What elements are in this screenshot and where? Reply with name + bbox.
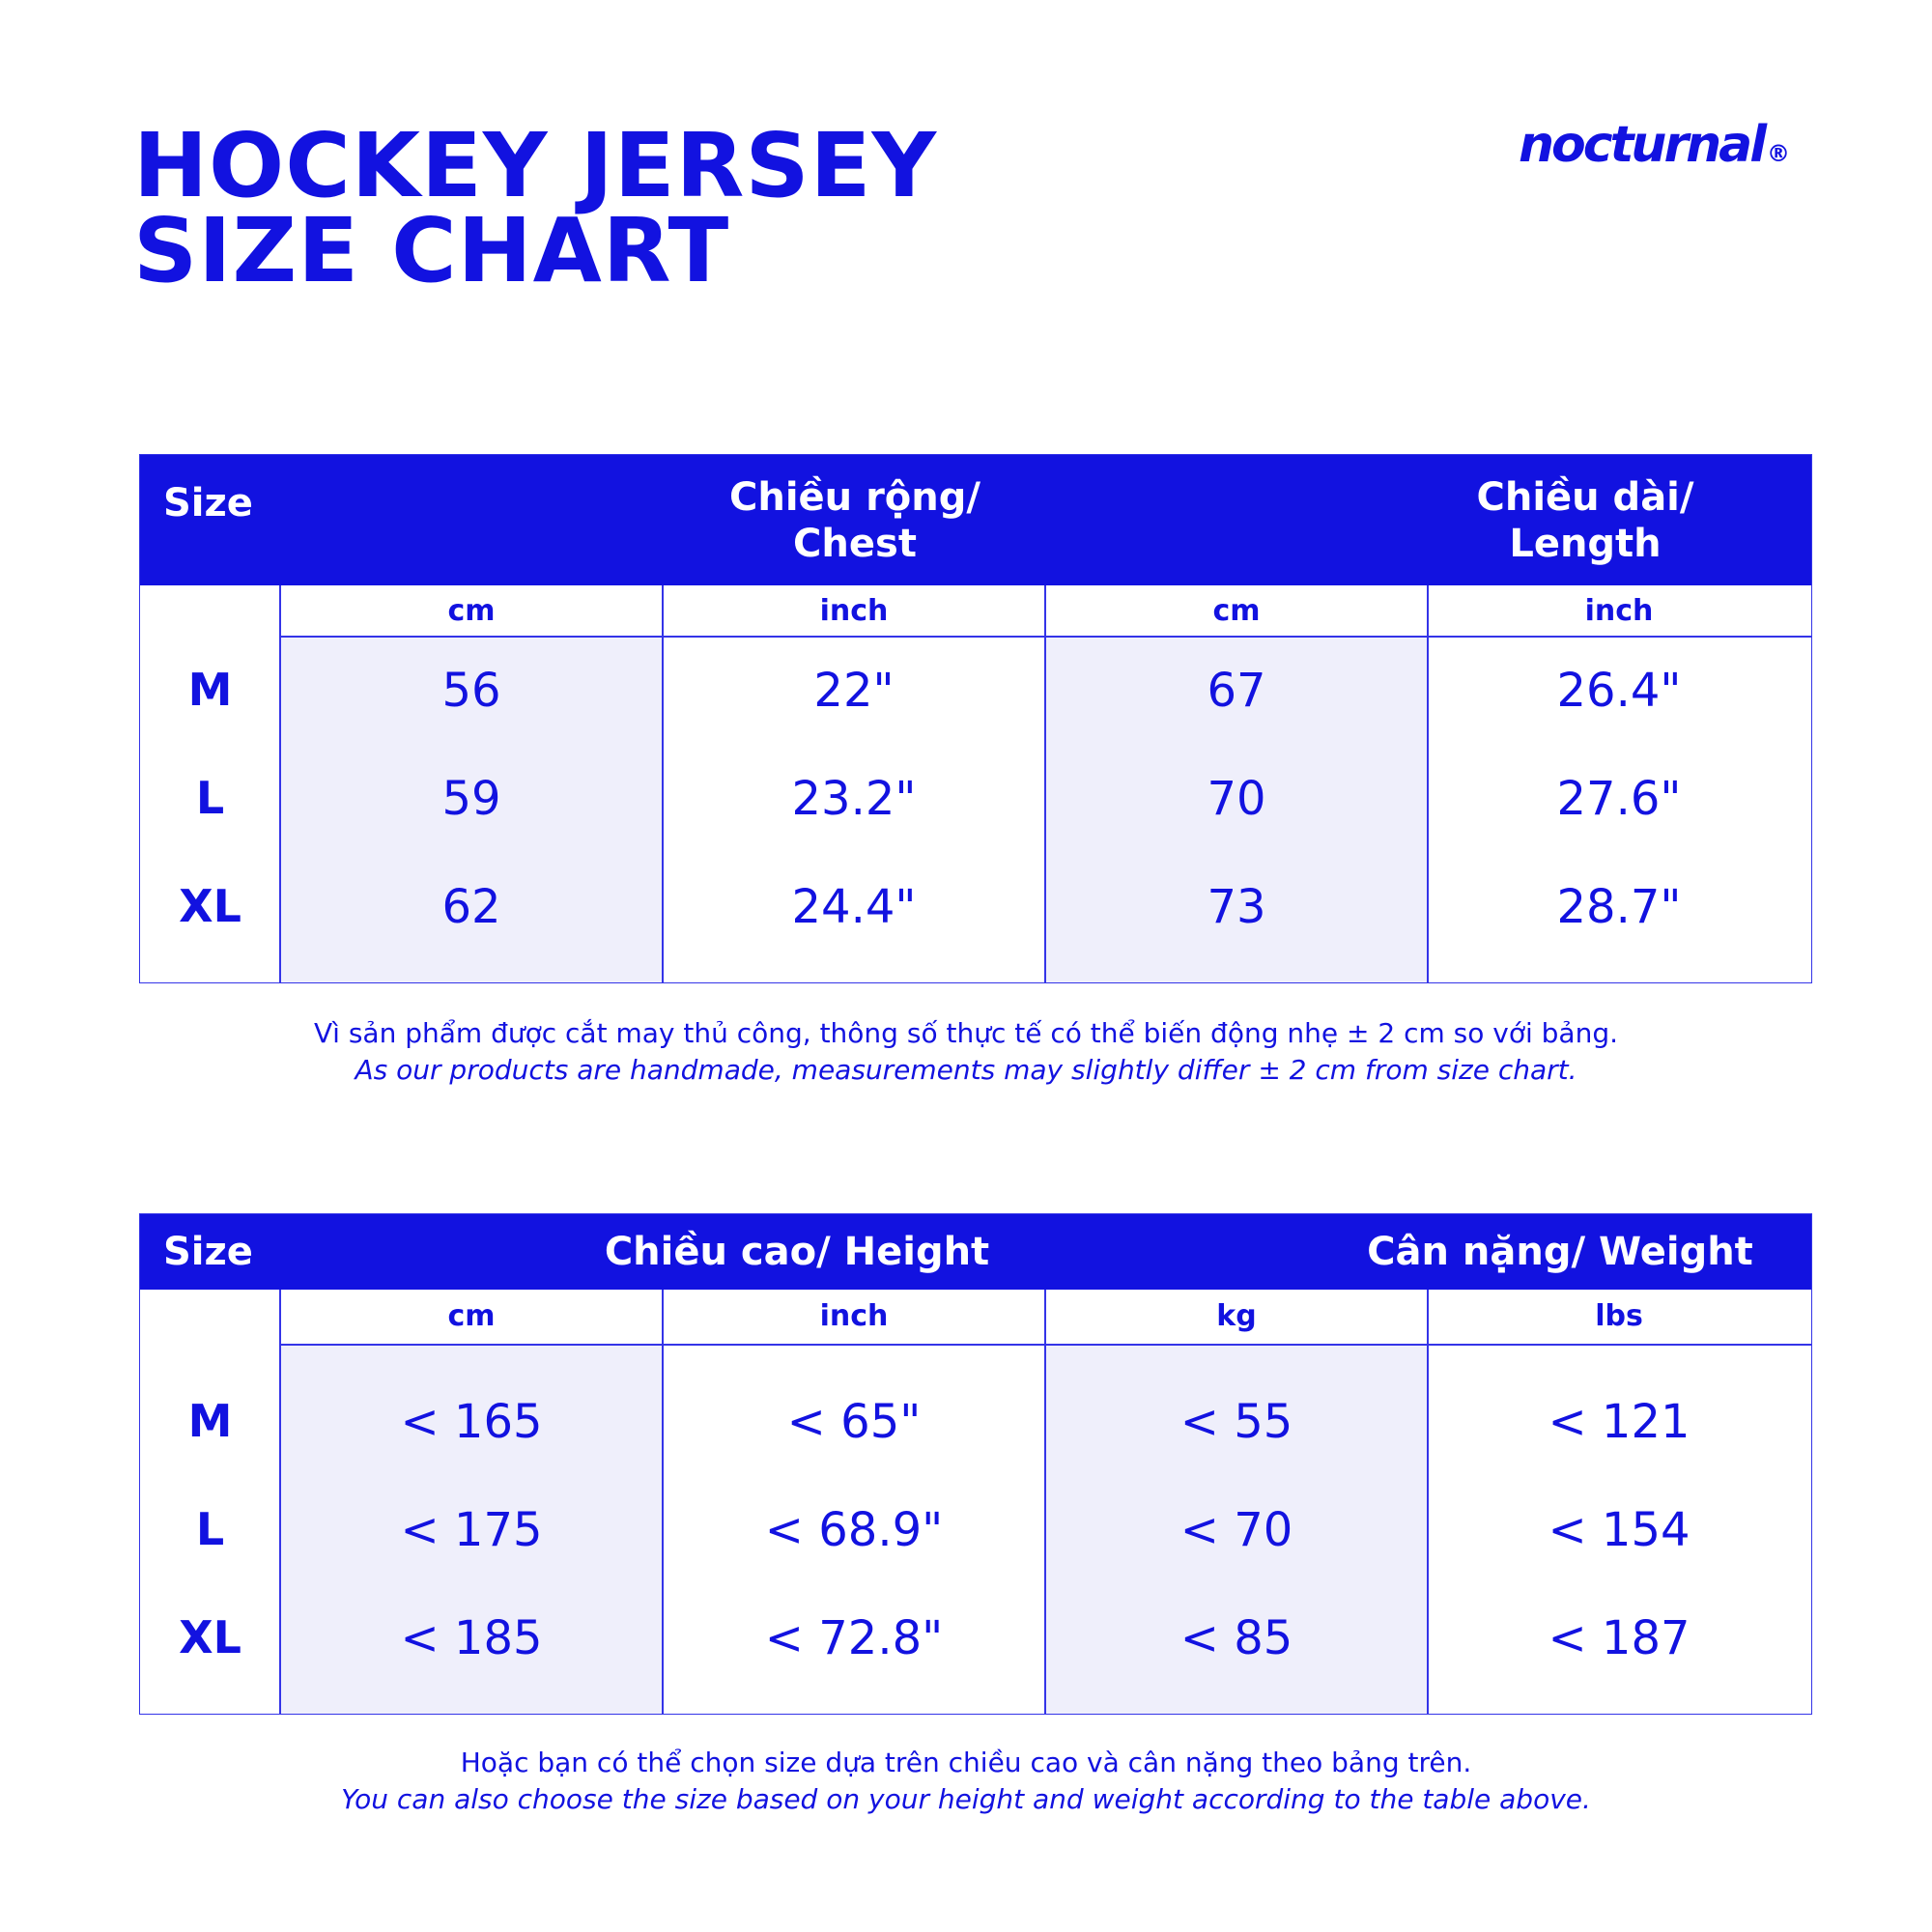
table-cell: 27.6"	[1556, 772, 1682, 826]
table-header: Size Chiều rộng/Chest Chiều dài/Length	[140, 455, 1811, 585]
divider	[1044, 585, 1046, 982]
table-cell: 22"	[813, 664, 895, 718]
divider	[279, 636, 1811, 638]
unit-label: inch	[1584, 594, 1654, 628]
brand-name: nocturnal	[1519, 116, 1767, 174]
title-line-2: SIZE CHART	[133, 199, 730, 302]
table-cell: < 165	[400, 1395, 543, 1449]
table-cell: < 185	[400, 1611, 543, 1665]
shade-col-3	[1046, 1346, 1429, 1714]
body-size-table: Size Chiều cao/ Height Cân nặng/ Weight …	[139, 1213, 1812, 1715]
table-cell: < 187	[1548, 1611, 1690, 1665]
chest-header-line-1: Chiều rộng/	[729, 474, 980, 520]
table-cell: 26.4"	[1556, 664, 1682, 718]
divider	[279, 1344, 1811, 1346]
unit-label: cm	[447, 594, 496, 628]
size-label: L	[195, 1503, 225, 1555]
size-label: XL	[179, 1611, 242, 1663]
table-cell: < 85	[1179, 1611, 1293, 1665]
table-cell: 24.4"	[791, 880, 917, 934]
weight-header: Cân nặng/ Weight	[1367, 1230, 1753, 1274]
measurements-table: Size Chiều rộng/Chest Chiều dài/Length c…	[139, 454, 1812, 983]
brand-logo: nocturnal ®	[1519, 116, 1790, 174]
chest-header-line-2: Chest	[793, 521, 917, 566]
size-label: M	[187, 664, 233, 716]
size-label: XL	[179, 880, 242, 932]
table-cell: 67	[1207, 664, 1266, 718]
divider	[279, 1290, 281, 1714]
table-cell: < 68.9"	[764, 1503, 944, 1557]
length-header-line-1: Chiều dài/	[1476, 474, 1694, 520]
unit-label: kg	[1216, 1299, 1257, 1333]
divider	[1427, 585, 1429, 982]
size-header: Size	[163, 481, 253, 526]
size-label: L	[195, 772, 225, 824]
divider	[662, 1290, 664, 1714]
title-line-1: HOCKEY JERSEY	[133, 114, 938, 217]
table-cell: < 55	[1179, 1395, 1293, 1449]
note-english: As our products are handmade, measuremen…	[355, 1054, 1577, 1086]
table-cell: 73	[1207, 880, 1266, 934]
size-choice-note: Hoặc bạn có thể chọn size dựa trên chiều…	[0, 1745, 1932, 1818]
table-cell: 62	[441, 880, 501, 934]
unit-label: cm	[447, 1299, 496, 1333]
divider	[1427, 1290, 1429, 1714]
table-cell: 28.7"	[1556, 880, 1682, 934]
divider	[279, 585, 281, 982]
size-label: M	[187, 1395, 233, 1447]
shade-col-1	[281, 1346, 664, 1714]
measurement-note: Vì sản phẩm được cắt may thủ công, thông…	[0, 1015, 1932, 1089]
divider	[662, 585, 664, 982]
table-cell: < 70	[1179, 1503, 1293, 1557]
table-cell: < 175	[400, 1503, 543, 1557]
table-header: Size Chiều cao/ Height Cân nặng/ Weight	[140, 1214, 1811, 1290]
table-cell: 59	[441, 772, 501, 826]
table-cell: 23.2"	[791, 772, 917, 826]
table-cell: < 65"	[786, 1395, 922, 1449]
page-title: HOCKEY JERSEY SIZE CHART	[133, 114, 938, 302]
table-cell: 56	[441, 664, 501, 718]
unit-label: cm	[1212, 594, 1261, 628]
length-header: Chiều dài/Length	[1353, 455, 1817, 585]
length-header-line-2: Length	[1509, 521, 1662, 566]
chest-header: Chiều rộng/Chest	[623, 455, 1087, 585]
note-vietnamese: Vì sản phẩm được cắt may thủ công, thông…	[314, 1017, 1618, 1049]
shade-col-3	[1046, 637, 1429, 982]
size-header: Size	[163, 1230, 253, 1274]
unit-label: inch	[819, 1299, 889, 1333]
registered-mark: ®	[1767, 140, 1791, 167]
unit-label: inch	[819, 594, 889, 628]
note-vietnamese: Hoặc bạn có thể chọn size dựa trên chiều…	[460, 1747, 1472, 1778]
height-header: Chiều cao/ Height	[604, 1230, 990, 1274]
table-cell: 70	[1207, 772, 1266, 826]
divider	[1044, 1290, 1046, 1714]
unit-label: lbs	[1595, 1299, 1643, 1333]
shade-col-1	[281, 637, 664, 982]
table-cell: < 72.8"	[764, 1611, 944, 1665]
note-english: You can also choose the size based on yo…	[341, 1783, 1591, 1815]
table-cell: < 154	[1548, 1503, 1690, 1557]
table-cell: < 121	[1548, 1395, 1690, 1449]
